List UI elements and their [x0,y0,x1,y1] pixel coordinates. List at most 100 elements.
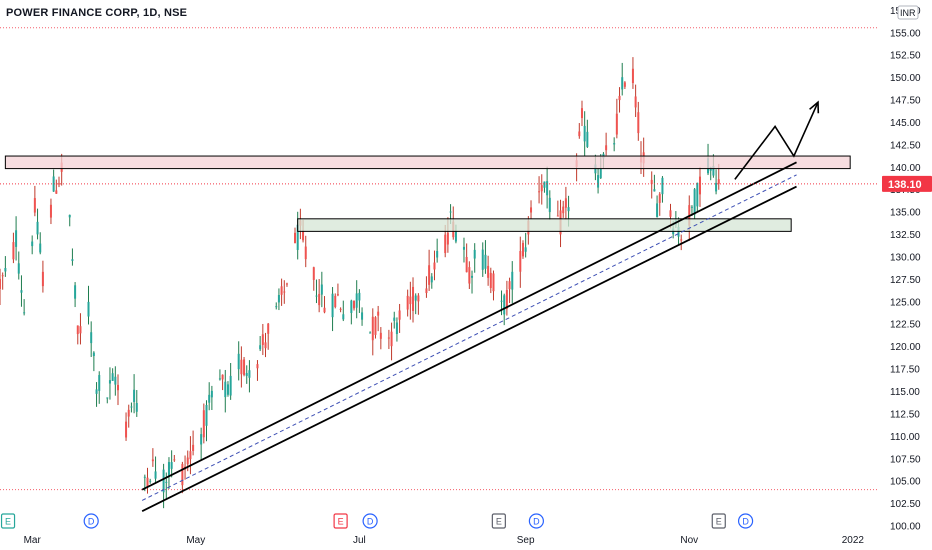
y-tick-label: 132.50 [890,230,921,241]
candle-body [229,375,232,396]
candle-body [205,404,208,426]
candle-body [154,471,157,479]
event-letter: E [338,517,344,527]
earnings-icon [0,513,16,529]
candle-body [39,243,42,253]
last-price-label: 138.10 [888,179,922,191]
candle-body [696,182,699,207]
candle-body [170,462,173,469]
earnings-icon [491,513,506,529]
candle-body [127,409,130,417]
candle-body [98,375,101,391]
candle-body [417,295,420,302]
candle-body [135,402,138,412]
y-tick-label: 130.00 [890,252,921,263]
candle-body [117,384,120,391]
candle-body [68,214,71,218]
candle-body [280,286,283,295]
y-tick-label: 127.50 [890,275,921,286]
earnings-marker[interactable]: E [0,513,16,529]
candle-body [165,481,168,483]
candle-body [468,267,471,284]
event-letter: D [88,517,95,527]
dividend-marker[interactable]: D [737,513,754,529]
candle-body [412,286,415,311]
y-tick-label: 145.00 [890,118,921,129]
candle-body [379,332,382,339]
candle-body [623,82,626,87]
y-tick-label: 122.50 [890,320,921,331]
candle-body [374,317,377,335]
candle-body [650,179,653,185]
candle-body [17,263,20,274]
dividend-icon [83,513,99,529]
candle-body [277,294,280,303]
candle-body [31,241,34,247]
x-tick-label: Nov [680,535,698,546]
candle-body [538,191,541,193]
candle-body [680,239,683,241]
y-tick-label: 115.00 [890,387,920,398]
event-letter: D [367,517,374,527]
earnings-icon [711,513,726,529]
candle-body [267,323,270,334]
candle-body [259,345,262,350]
event-letter: D [742,517,749,527]
candle-body [524,247,527,252]
candle-body [143,476,146,478]
candle-body [133,389,136,402]
last-price-badge: 138.10 [882,175,932,192]
candle-body [261,334,264,345]
earnings-marker[interactable]: E [711,513,726,529]
candle-body [693,189,696,215]
candle-body [353,300,356,309]
candle-body [41,271,44,287]
earnings-marker[interactable]: E [491,513,506,529]
dividend-marker[interactable]: D [362,513,378,529]
earnings-marker[interactable]: E [333,513,348,529]
candle-body [52,176,55,192]
candle-body [656,203,659,217]
y-axis: 100.00 102.50 105.00 107.50 110.00 112.50 115.… [890,5,921,533]
candle-body [489,272,492,289]
candle-body [540,185,543,192]
candle-body [471,275,474,278]
candle-body [294,232,297,244]
projection-path [734,101,819,180]
candle-body [481,249,484,270]
y-tick-label: 105.00 [890,477,921,488]
dividend-marker[interactable]: D [83,513,99,529]
x-tick-label: 2022 [842,535,865,546]
dividend-marker[interactable]: D [528,513,544,529]
candle-body [634,96,637,108]
candle-body [318,293,321,306]
candle-body [433,262,436,270]
candle-body [320,284,323,295]
y-tick-label: 120.00 [890,342,921,353]
candle-body [605,145,608,151]
candle-body [208,394,211,403]
candle-body [296,224,299,250]
projection-arrowhead [809,100,820,114]
candle-body [454,230,457,242]
candle-body [387,337,390,339]
candle-body [71,259,74,261]
candle-body [358,292,361,301]
y-tick-label: 110.00 [890,432,920,443]
candle-body [393,317,396,321]
y-tick-label: 107.50 [890,454,921,465]
y-tick-label: 125.00 [890,297,921,308]
chart-title: POWER FINANCE CORP, 1D, NSE [6,7,188,19]
candle-body [406,295,409,310]
candle-body [221,374,224,380]
candle-body [519,251,522,272]
candle-body [125,421,128,438]
candle-body [226,384,229,395]
candle-body [283,291,286,293]
candle-body [658,193,661,203]
candle-body [521,242,524,257]
candle-body [304,246,307,260]
dividend-icon [362,513,378,529]
y-tick-label: 117.50 [890,365,920,376]
